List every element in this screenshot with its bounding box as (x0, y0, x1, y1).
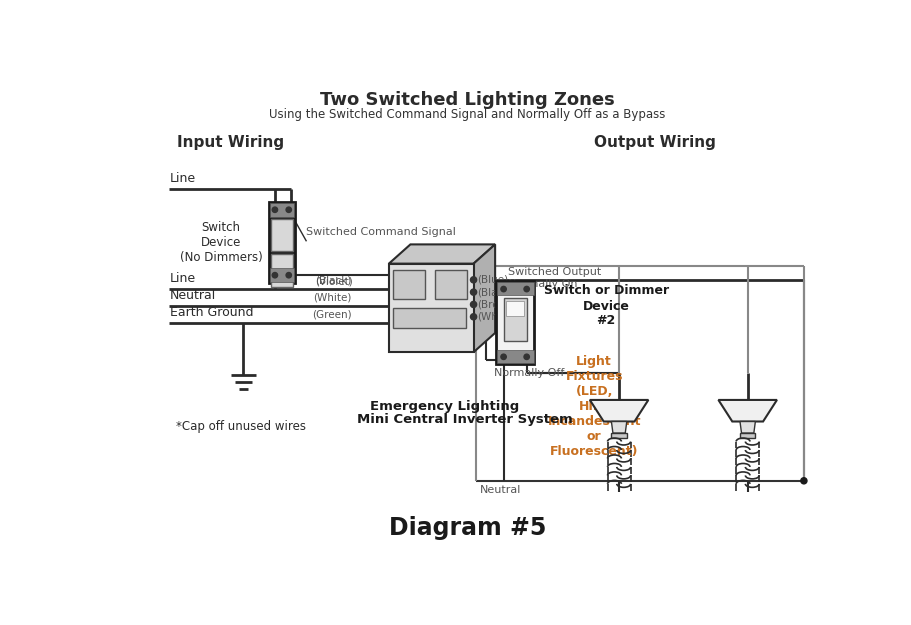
Circle shape (800, 478, 806, 484)
Text: Line: Line (170, 172, 196, 185)
Circle shape (470, 289, 476, 295)
Bar (506, 301, 524, 316)
Bar (496, 281, 534, 364)
Bar (271, 219, 292, 251)
Text: *Cap off unused wires: *Cap off unused wires (176, 421, 306, 433)
Polygon shape (718, 400, 776, 421)
Text: (White): (White) (476, 312, 516, 322)
Text: Two Switched Lighting Zones: Two Switched Lighting Zones (320, 91, 614, 109)
Circle shape (500, 286, 506, 292)
Circle shape (271, 272, 277, 278)
Text: (Brown): (Brown) (476, 299, 517, 309)
Text: Switch
Device
(No Dimmers): Switch Device (No Dimmers) (179, 221, 262, 264)
Circle shape (286, 272, 292, 278)
Text: Normally On: Normally On (507, 279, 577, 289)
Text: (Blue): (Blue) (476, 275, 508, 285)
Circle shape (470, 314, 476, 320)
Bar (269, 202, 294, 283)
Text: Neutral: Neutral (479, 484, 520, 494)
Bar (271, 254, 292, 287)
Text: Emergency Lighting: Emergency Lighting (370, 399, 519, 412)
Text: Light
Fixtures
(LED,
HID,
Incandescent
or
Fluorescent): Light Fixtures (LED, HID, Incandescent o… (547, 354, 640, 458)
Bar (496, 282, 533, 295)
Bar (739, 433, 754, 439)
Text: Line: Line (170, 272, 196, 285)
Text: Switch or Dimmer
Device
#2: Switch or Dimmer Device #2 (543, 284, 668, 328)
Bar (270, 203, 294, 217)
Circle shape (500, 354, 506, 359)
Text: (White): (White) (313, 292, 352, 302)
Text: Switched Output: Switched Output (507, 267, 600, 277)
Circle shape (524, 354, 528, 359)
Text: Normally Off: Normally Off (493, 368, 563, 378)
Text: Earth Ground: Earth Ground (170, 306, 253, 319)
Text: (Black): (Black) (315, 275, 352, 285)
Circle shape (470, 277, 476, 283)
Text: Mini Central Inverter System: Mini Central Inverter System (357, 412, 572, 426)
Bar (435, 270, 466, 299)
Circle shape (286, 207, 292, 212)
Bar (388, 264, 473, 352)
Text: (Green): (Green) (312, 309, 352, 319)
Text: (Violet): (Violet) (314, 277, 353, 287)
Text: (Black): (Black) (476, 287, 513, 297)
Circle shape (271, 207, 277, 212)
Text: Input Wiring: Input Wiring (177, 135, 283, 150)
Bar (503, 298, 527, 341)
Text: Neutral: Neutral (170, 289, 216, 302)
Bar (496, 350, 533, 363)
Polygon shape (610, 421, 626, 433)
Polygon shape (589, 400, 648, 421)
Polygon shape (473, 244, 495, 352)
Circle shape (470, 301, 476, 308)
Bar (393, 308, 466, 328)
Bar (270, 268, 294, 282)
Circle shape (524, 286, 528, 292)
Bar (393, 270, 425, 299)
Text: Using the Switched Command Signal and Normally Off as a Bypass: Using the Switched Command Signal and No… (269, 107, 665, 121)
Text: Switched Command Signal: Switched Command Signal (306, 227, 456, 237)
Polygon shape (739, 421, 754, 433)
Text: Output Wiring: Output Wiring (594, 135, 715, 150)
Bar (610, 433, 626, 439)
Text: Diagram #5: Diagram #5 (388, 516, 546, 540)
Polygon shape (388, 244, 495, 264)
